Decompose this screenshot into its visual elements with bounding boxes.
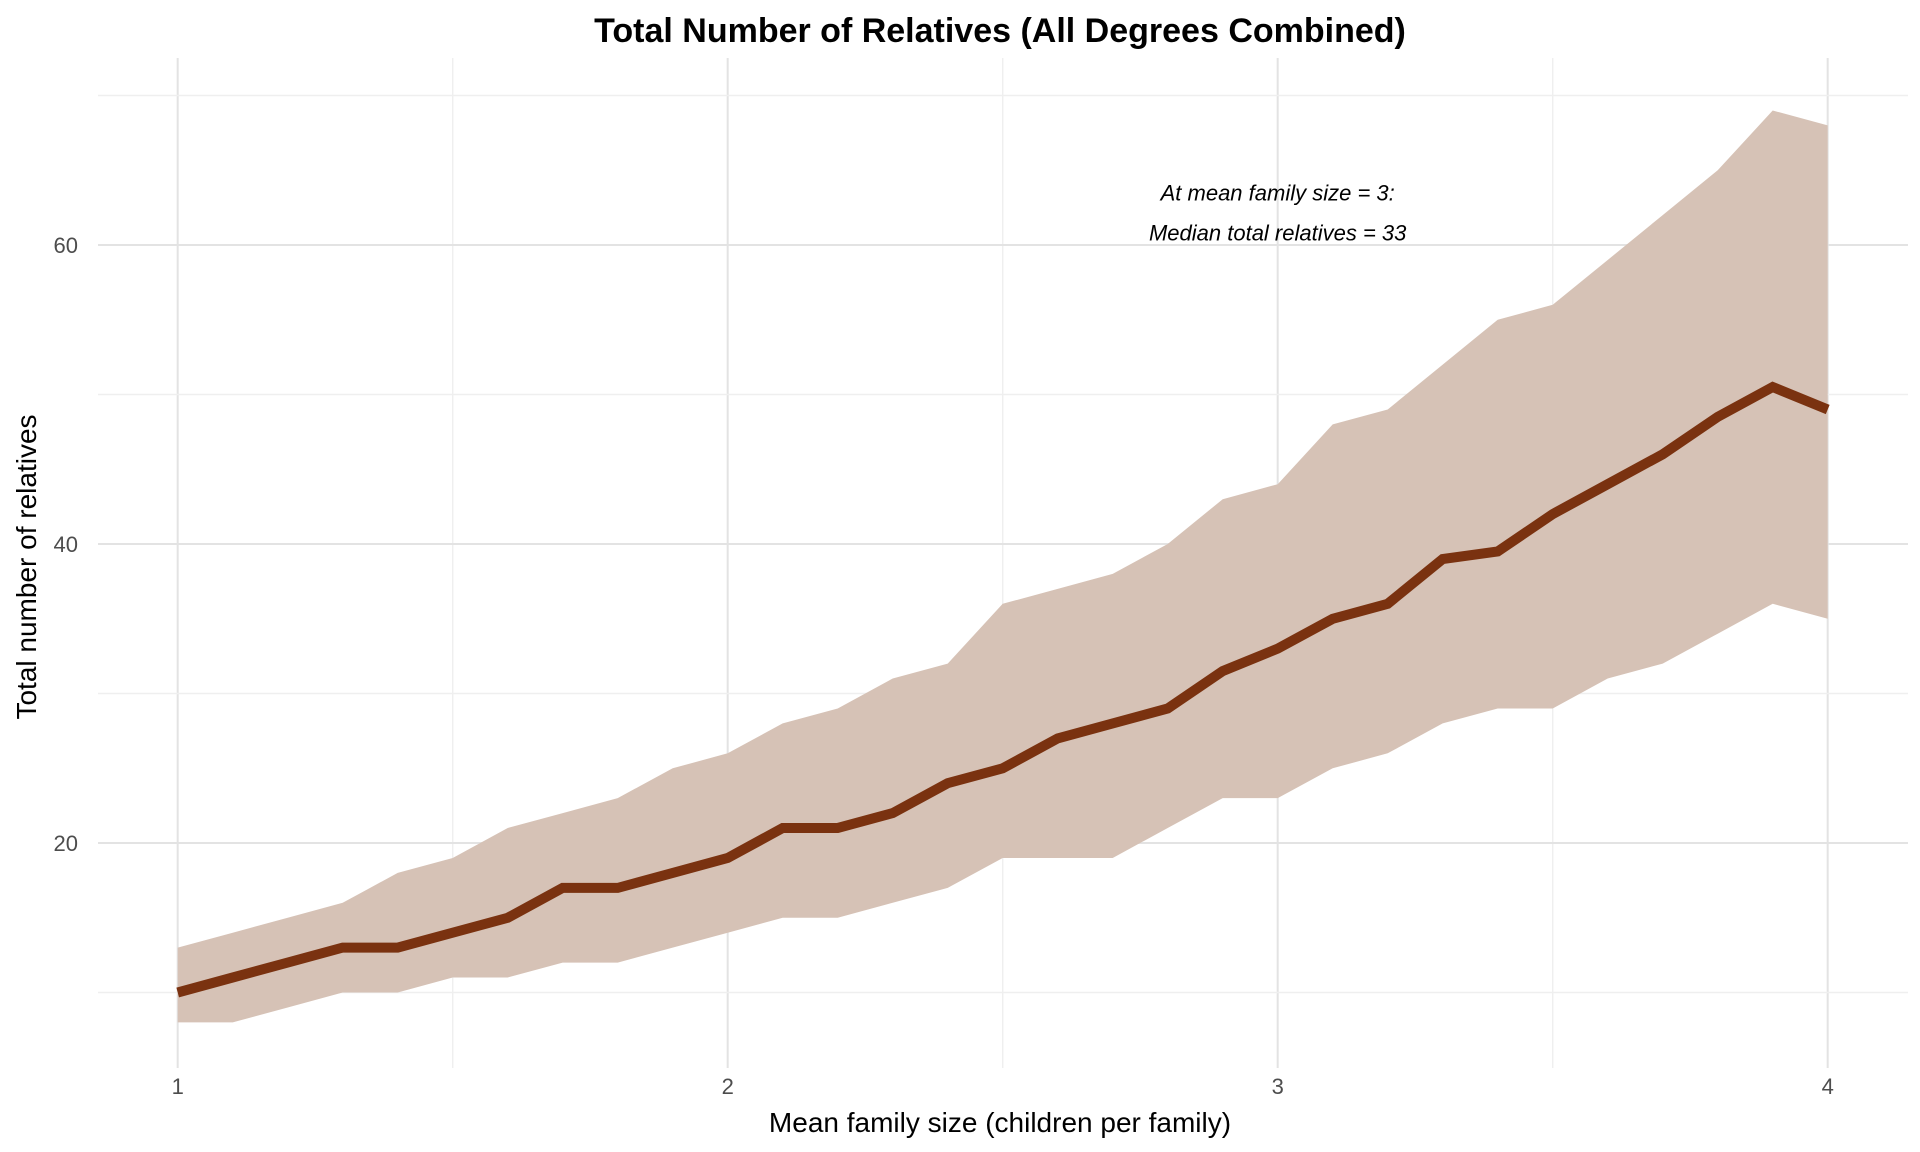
annotation-line-1: At mean family size = 3: (1159, 181, 1395, 206)
median-line-path (176, 381, 1830, 998)
x-tick-label: 4 (1822, 1074, 1834, 1099)
x-axis-title: Mean family size (children per family) (769, 1107, 1231, 1138)
y-axis-title: Total number of relatives (11, 414, 42, 719)
annotation-line-2: Median total relatives = 33 (1149, 221, 1407, 246)
y-tick-label: 60 (54, 233, 78, 258)
x-tick-label: 3 (1272, 1074, 1284, 1099)
chart-title: Total Number of Relatives (All Degrees C… (594, 12, 1406, 50)
median-line (176, 381, 1830, 998)
uncertainty-band (177, 110, 1828, 1023)
tick-labels: 1 2 3 4 20 40 60 (54, 233, 1834, 1099)
y-tick-label: 40 (54, 532, 78, 557)
band-area (177, 110, 1828, 1023)
x-tick-label: 1 (172, 1074, 184, 1099)
y-tick-label: 20 (54, 831, 78, 856)
x-tick-label: 2 (722, 1074, 734, 1099)
